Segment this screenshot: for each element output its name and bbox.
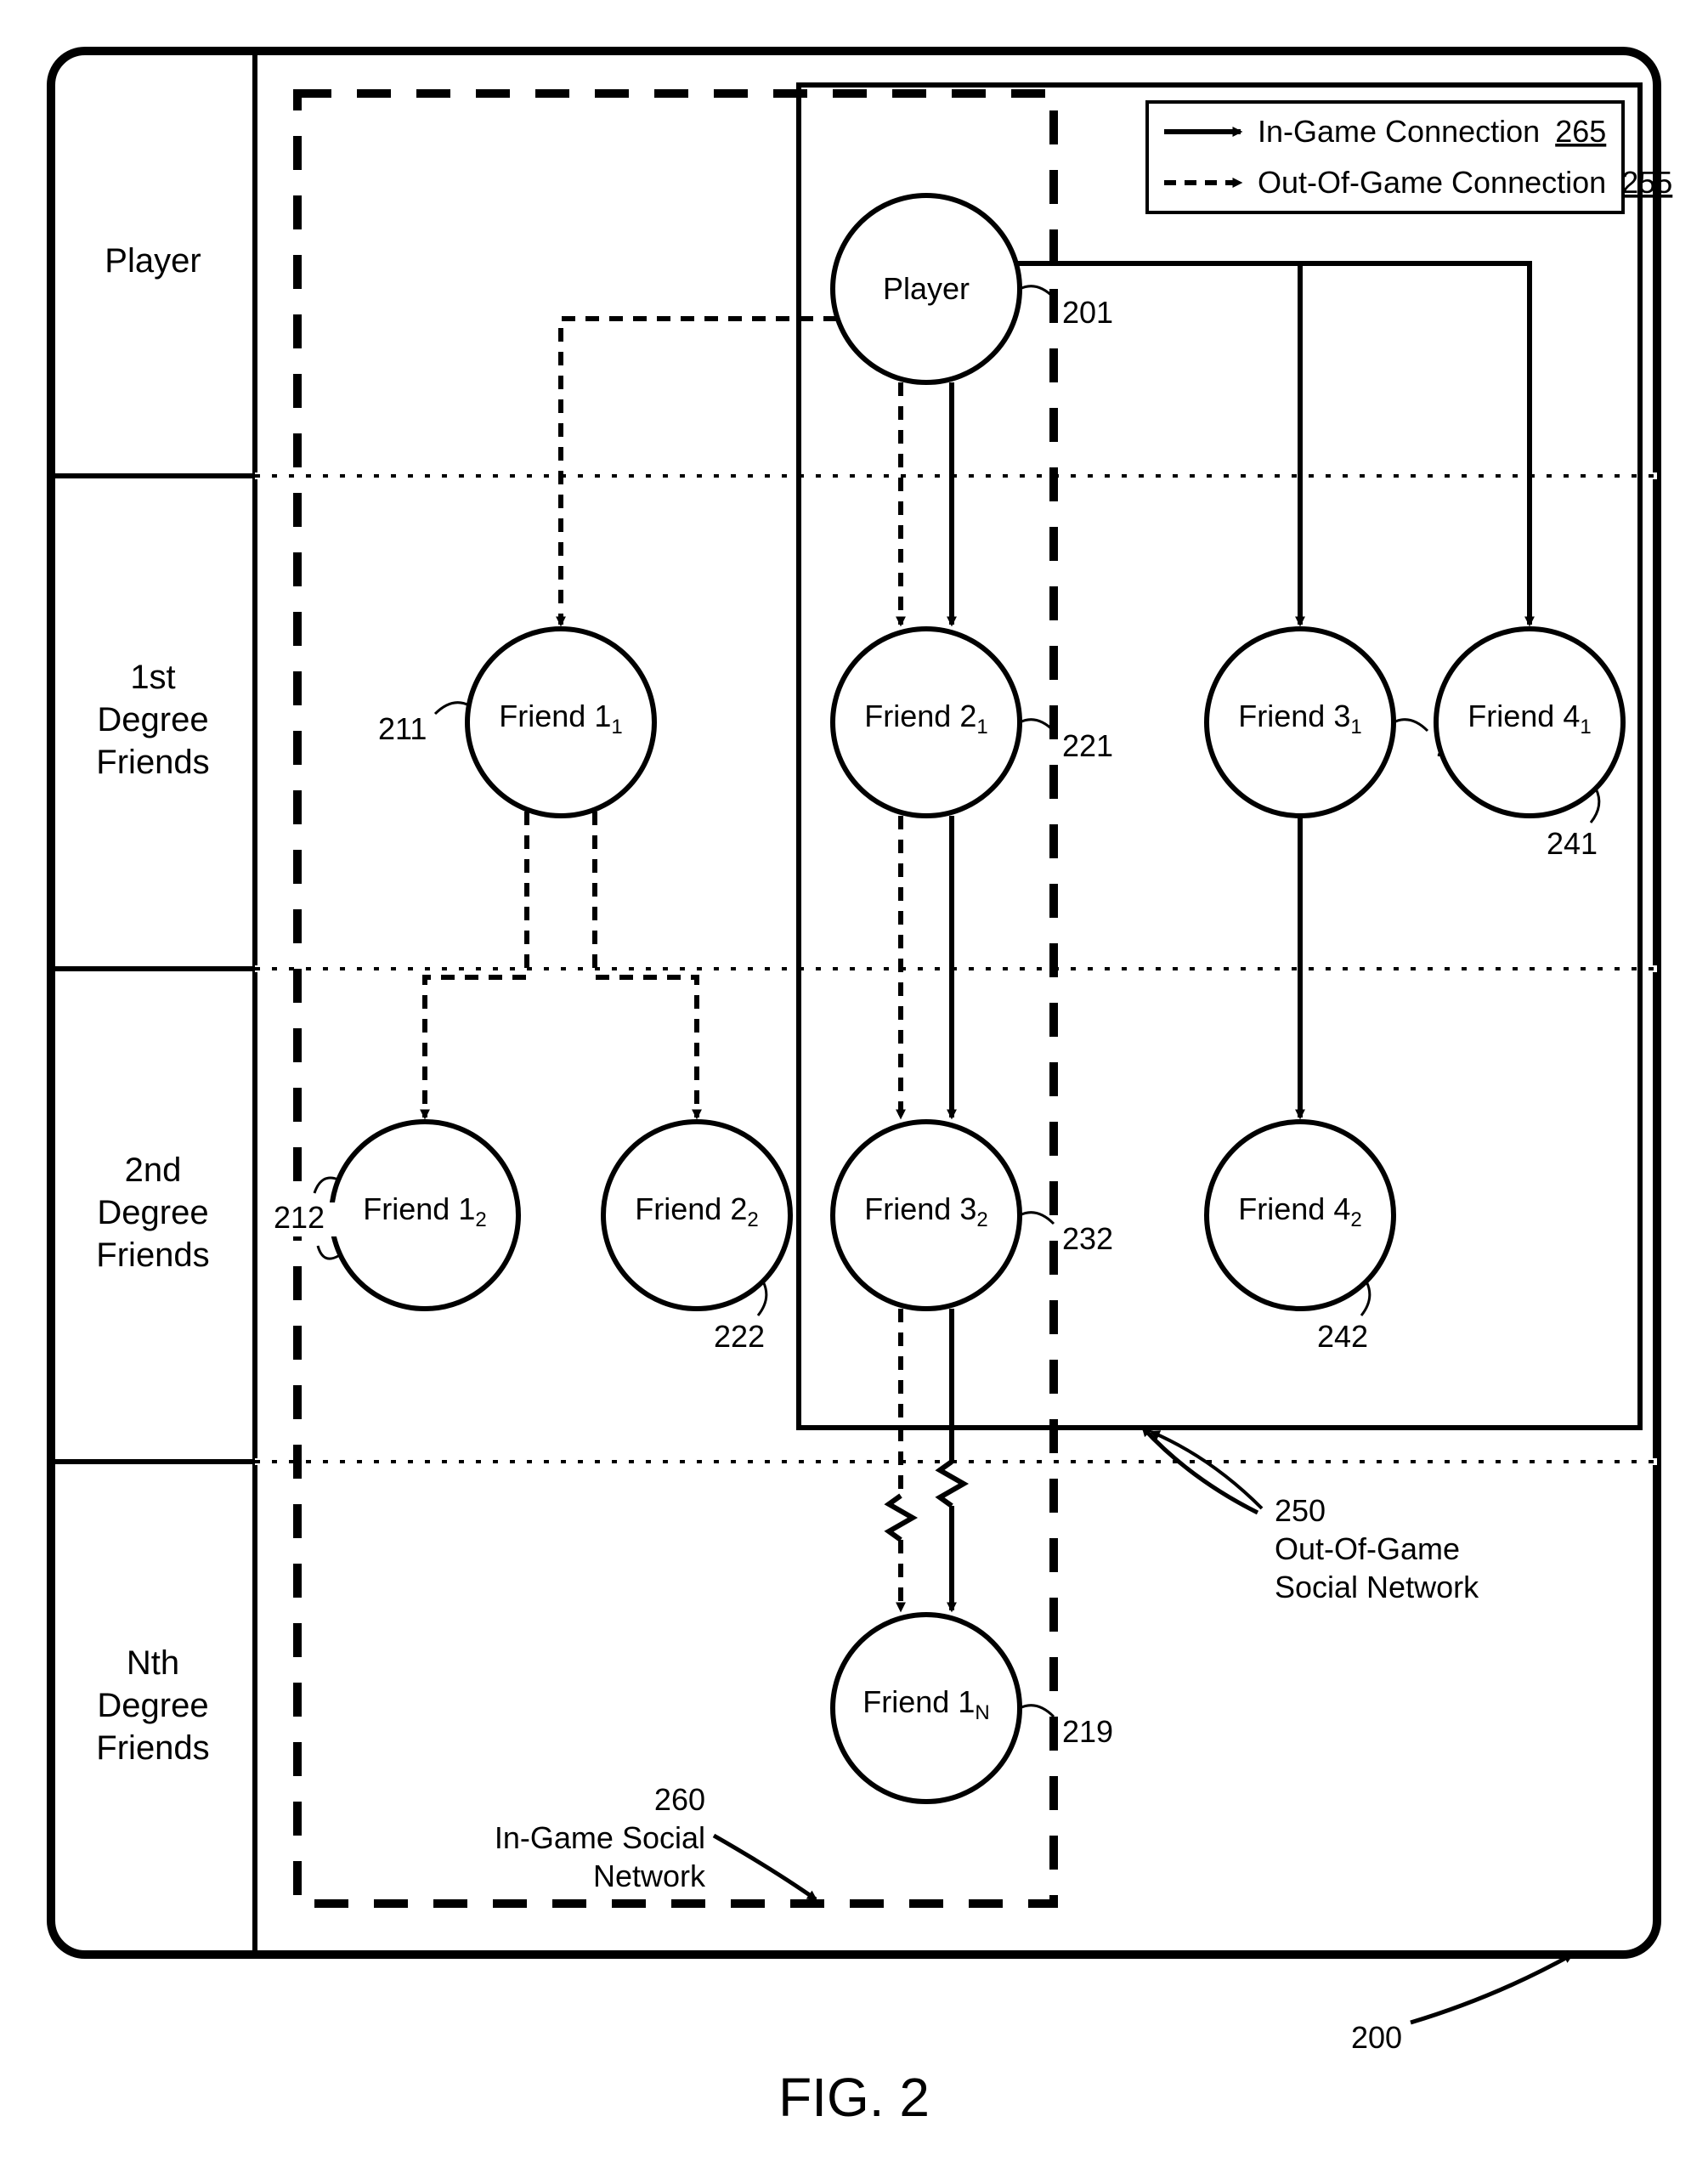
- svg-text:212: 212: [274, 1200, 325, 1235]
- row-label-2nd-a: 2nd: [125, 1151, 182, 1189]
- label-260b: Network: [593, 1859, 706, 1893]
- row-label-nth-c: Friends: [96, 1729, 209, 1767]
- svg-text:211: 211: [378, 711, 427, 746]
- ref-260: 260: [654, 1782, 705, 1817]
- label-250a: Out-Of-Game: [1275, 1531, 1460, 1566]
- svg-text:222: 222: [714, 1319, 765, 1354]
- figure-label: FIG. 2: [778, 2067, 930, 2128]
- row-label-1st-c: Friends: [96, 744, 209, 781]
- legend-out-game-text: Out-Of-Game Connection 255: [1258, 165, 1672, 200]
- svg-text:Friend 12: Friend 12: [363, 1191, 486, 1231]
- label-250b: Social Network: [1275, 1570, 1479, 1604]
- svg-text:241: 241: [1547, 826, 1598, 861]
- legend-in-game-ref: 265: [1555, 114, 1606, 149]
- row-label-player: Player: [105, 242, 201, 280]
- ref-250: 250: [1275, 1493, 1326, 1528]
- row-label-2nd-b: Degree: [97, 1194, 208, 1231]
- svg-text:Friend 41: Friend 41: [1468, 699, 1591, 738]
- figure-svg: Player 1st Degree Friends 2nd Degree Fri…: [0, 0, 1708, 2184]
- arrow-200: [1411, 1955, 1572, 2023]
- legend-out-game-ref: 255: [1621, 165, 1672, 200]
- svg-text:221: 221: [1062, 728, 1113, 763]
- svg-text:Friend 42: Friend 42: [1238, 1191, 1361, 1231]
- row-label-nth-a: Nth: [127, 1644, 179, 1682]
- svg-text:Friend 31: Friend 31: [1238, 699, 1361, 738]
- svg-text:Friend 22: Friend 22: [635, 1191, 758, 1231]
- svg-text:201: 201: [1062, 295, 1113, 330]
- svg-text:Friend 1N: Friend 1N: [862, 1684, 989, 1724]
- label-260a: In-Game Social: [495, 1820, 705, 1855]
- row-label-1st-b: Degree: [97, 701, 208, 738]
- ref-200: 200: [1351, 2020, 1402, 2055]
- svg-text:242: 242: [1317, 1319, 1368, 1354]
- svg-text:Player: Player: [883, 271, 970, 306]
- row-label-nth-b: Degree: [97, 1687, 208, 1724]
- row-label-1st-a: 1st: [130, 659, 175, 696]
- row-label-2nd-c: Friends: [96, 1236, 209, 1274]
- svg-text:232: 232: [1062, 1221, 1113, 1256]
- svg-text:Friend 32: Friend 32: [864, 1191, 987, 1231]
- svg-text:Friend 11: Friend 11: [499, 699, 622, 738]
- svg-text:Friend 21: Friend 21: [864, 699, 987, 738]
- svg-text:219: 219: [1062, 1714, 1113, 1749]
- legend: In-Game Connection 265 Out-Of-Game Conne…: [1147, 102, 1672, 212]
